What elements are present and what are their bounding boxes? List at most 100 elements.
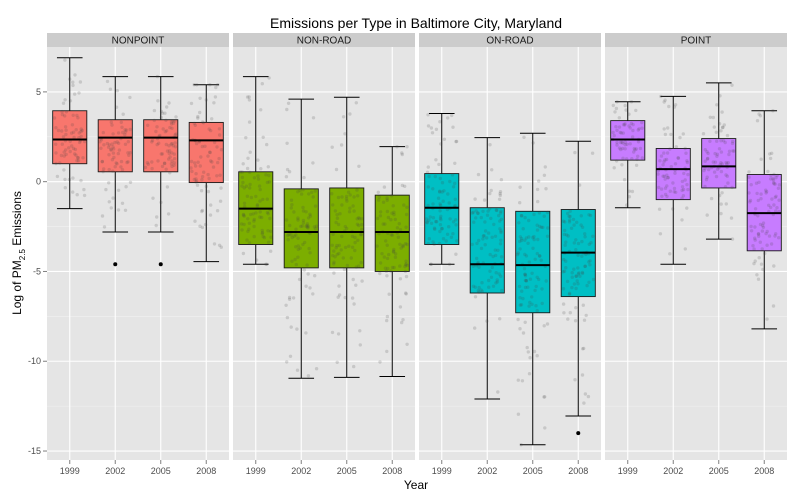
jitter-point [256, 174, 260, 178]
jitter-point [307, 246, 311, 251]
jitter-point [241, 251, 246, 256]
jitter-point [454, 223, 458, 227]
jitter-point [664, 157, 669, 162]
jitter-point [308, 212, 312, 216]
jitter-point [150, 166, 154, 171]
jitter-point [623, 147, 627, 151]
jitter-point [475, 256, 479, 261]
jitter-point [169, 162, 174, 166]
jitter-point [336, 332, 341, 336]
boxplot-1999 [52, 57, 88, 210]
jitter-point [777, 183, 782, 187]
box-iqr [143, 119, 179, 173]
jitter-point [487, 278, 491, 283]
jitter-point [381, 222, 385, 226]
jitter-point [753, 207, 758, 211]
jitter-point [240, 175, 245, 180]
jitter-point [166, 212, 171, 216]
jitter-point [717, 147, 722, 151]
jitter-point [360, 222, 364, 227]
jitter-point [755, 273, 759, 277]
jitter-point [621, 123, 626, 127]
jitter-point [527, 218, 531, 223]
jitter-point [542, 214, 546, 218]
jitter-point [287, 170, 292, 174]
jitter-point [585, 283, 589, 288]
jitter-point [111, 196, 115, 200]
jitter-point [59, 153, 64, 158]
jitter-point [546, 226, 550, 230]
jitter-point [685, 206, 689, 210]
jitter-point [334, 246, 338, 250]
jitter-point [450, 173, 455, 177]
jitter-point [299, 192, 304, 196]
jitter-point [659, 187, 664, 191]
jitter-point [755, 191, 759, 196]
jitter-point [756, 198, 760, 203]
jitter-point [62, 150, 66, 154]
jitter-point [387, 252, 391, 257]
jitter-point [663, 132, 668, 137]
jitter-point [574, 306, 578, 310]
jitter-point [571, 217, 576, 222]
jitter-point [167, 151, 171, 156]
jitter-point [170, 142, 174, 146]
jitter-point [775, 206, 779, 210]
jitter-point [382, 255, 386, 259]
jitter-point [751, 244, 755, 248]
jitter-point [499, 255, 504, 259]
jitter-point [292, 210, 296, 214]
jitter-point [476, 172, 481, 177]
jitter-point [474, 216, 478, 220]
jitter-point [536, 199, 540, 204]
jitter-point [289, 325, 293, 329]
jitter-point [305, 222, 310, 226]
jitter-point [173, 133, 177, 137]
jitter-point [390, 265, 395, 270]
jitter-point [128, 151, 132, 155]
jitter-point [256, 177, 261, 181]
jitter-point [350, 245, 355, 249]
jitter-point [73, 73, 77, 77]
jitter-point [399, 246, 403, 250]
jitter-point [376, 216, 380, 221]
jitter-point [285, 167, 290, 172]
jitter-point [676, 156, 680, 160]
jitter-point [523, 252, 527, 257]
jitter-point [747, 191, 751, 195]
jitter-point [583, 264, 587, 269]
jitter-point [428, 215, 432, 219]
jitter-point [629, 121, 634, 126]
jitter-point [296, 236, 300, 240]
jitter-point [671, 207, 675, 211]
jitter-point [672, 105, 677, 109]
jitter-point [515, 252, 520, 257]
jitter-point [128, 127, 132, 132]
jitter-point [352, 195, 356, 199]
jitter-point [194, 179, 199, 183]
jitter-point [76, 116, 80, 120]
jitter-point [424, 217, 429, 221]
jitter-point [143, 165, 148, 170]
panel-background [605, 47, 787, 460]
jitter-point [124, 128, 129, 132]
jitter-point [719, 139, 723, 143]
x-tick-label: 2002 [663, 466, 683, 476]
jitter-point [304, 284, 308, 288]
jitter-point [286, 238, 290, 242]
jitter-point [159, 109, 164, 114]
x-tick-label: 2008 [382, 466, 402, 476]
jitter-point [775, 173, 779, 178]
jitter-point [264, 173, 268, 177]
jitter-point [306, 224, 310, 228]
jitter-point [681, 187, 686, 192]
jitter-point [310, 190, 314, 194]
jitter-point [682, 171, 686, 176]
jitter-point [437, 162, 441, 167]
jitter-point [169, 142, 173, 146]
jitter-point [358, 329, 362, 333]
jitter-point [760, 229, 765, 233]
jitter-point [261, 197, 265, 202]
jitter-point [77, 131, 81, 135]
jitter-point [680, 218, 684, 222]
